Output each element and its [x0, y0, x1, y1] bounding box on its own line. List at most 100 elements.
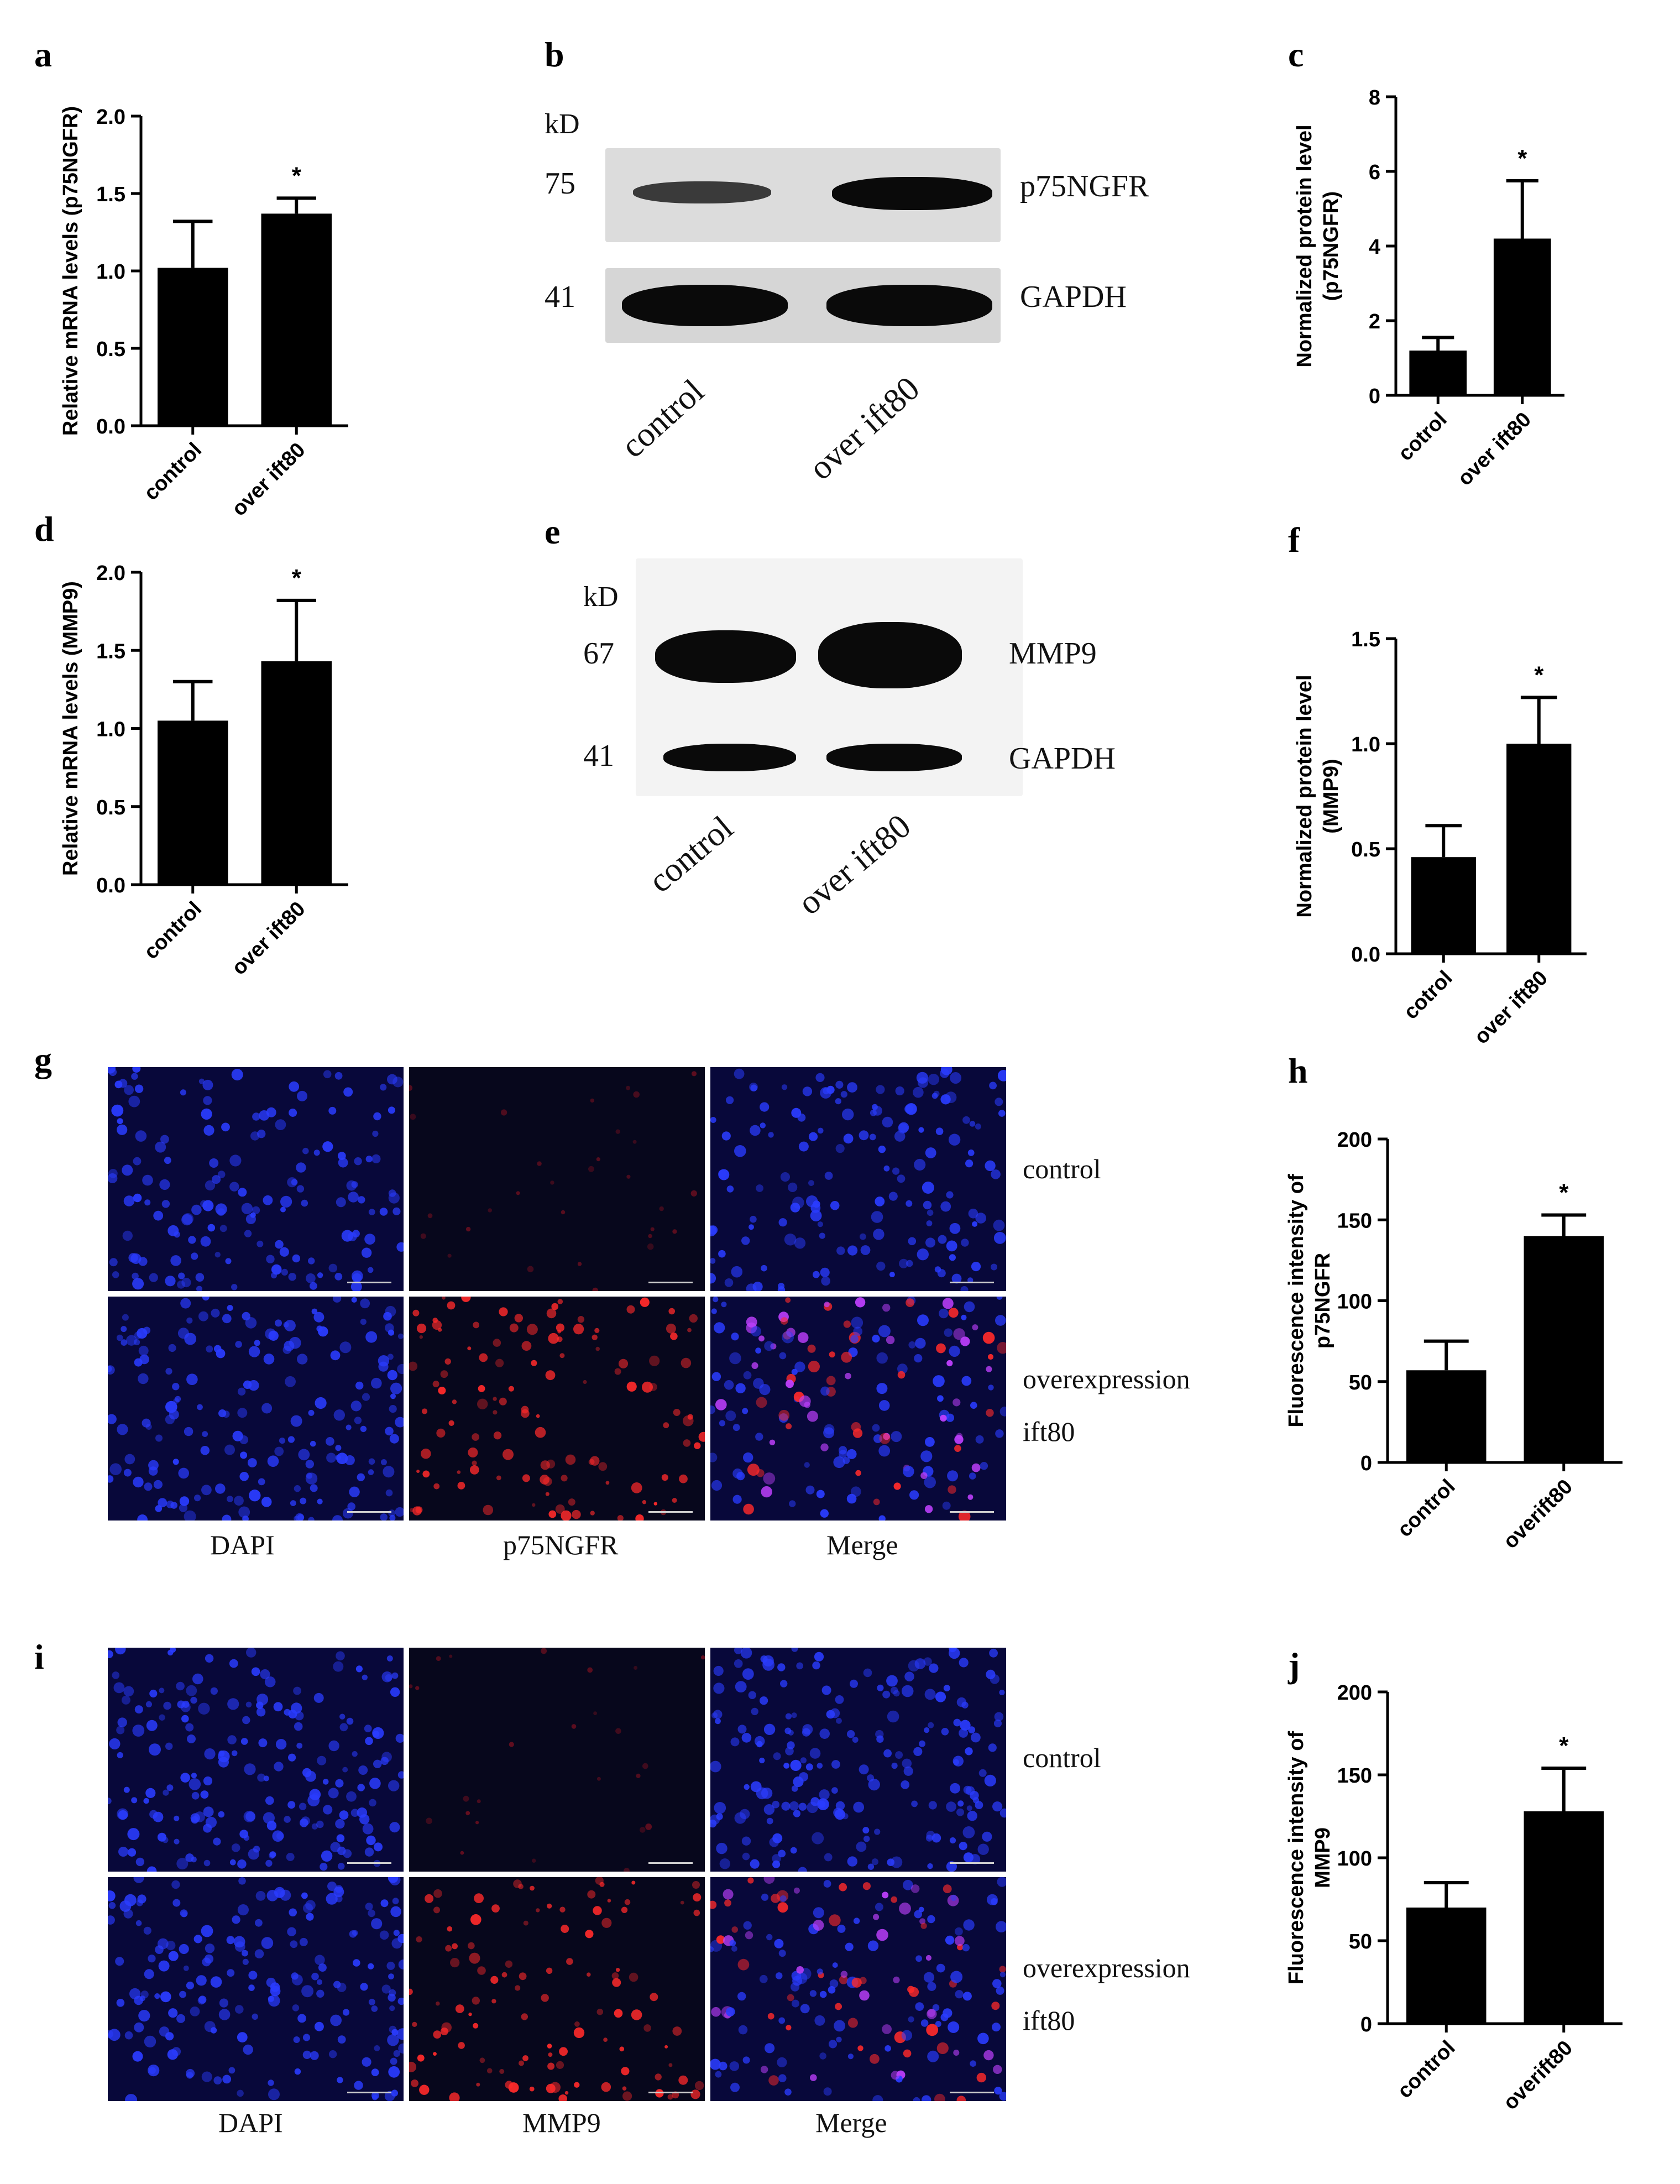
cell — [472, 1997, 480, 2005]
cell — [860, 1245, 871, 1255]
cell — [960, 1286, 969, 1291]
cell — [231, 1843, 240, 1852]
cell — [936, 1963, 945, 1973]
cell — [598, 1462, 608, 1471]
cell — [332, 1297, 342, 1303]
cell — [113, 1682, 125, 1694]
cell — [290, 1415, 302, 1427]
cell — [672, 1498, 677, 1503]
cell — [764, 1341, 774, 1351]
cell — [390, 1382, 402, 1394]
cell — [415, 1686, 420, 1690]
cell — [585, 1930, 594, 1939]
cell — [219, 1225, 227, 1232]
cell — [198, 1702, 210, 1715]
cell — [123, 1469, 132, 1477]
cell — [810, 1797, 820, 1806]
cell — [958, 1511, 971, 1521]
cell — [197, 1404, 203, 1410]
cell — [250, 1131, 260, 1141]
image-dapi-over-i — [108, 1877, 404, 2101]
cell — [243, 1380, 252, 1389]
cell — [835, 1801, 845, 1811]
cell — [992, 1979, 1002, 1988]
cell — [218, 1751, 225, 1757]
cell — [201, 2071, 212, 2082]
cell — [556, 2061, 564, 2069]
cell — [242, 1950, 248, 1957]
cell — [875, 1903, 883, 1911]
cell — [203, 1096, 212, 1105]
cell — [746, 1283, 757, 1291]
cell — [761, 1893, 769, 1901]
cell — [991, 1263, 997, 1271]
cell — [349, 1930, 357, 1938]
cell — [283, 1321, 289, 1328]
cell — [820, 1386, 830, 1396]
cell — [842, 1457, 850, 1464]
cell — [829, 1351, 835, 1358]
cell — [819, 1789, 830, 1800]
cell — [192, 1673, 203, 1685]
cell — [713, 1297, 719, 1303]
cell — [250, 1212, 256, 1218]
cell — [333, 1661, 344, 1672]
cell — [908, 1660, 920, 1672]
cell — [243, 2044, 253, 2055]
cell — [252, 2013, 258, 2020]
cell — [396, 2028, 404, 2040]
cell — [862, 1827, 870, 1834]
cell — [268, 2079, 274, 2086]
cell — [962, 1992, 972, 2001]
cell — [275, 1119, 286, 1130]
cell — [231, 1750, 238, 1757]
mw-75: 75 — [545, 166, 575, 201]
band-over-gapdh-b — [826, 285, 992, 326]
cell — [868, 1778, 880, 1791]
cell — [837, 1924, 846, 1933]
cell — [158, 1960, 170, 1972]
cell — [673, 1409, 681, 1416]
y-axis-label: Normalized protein level — [1293, 124, 1316, 367]
cell — [335, 1445, 342, 1451]
cell — [614, 1368, 621, 1375]
kd-label: kD — [583, 581, 619, 613]
cell — [537, 1161, 542, 1166]
x-tick-label: overift80 — [1499, 2036, 1577, 2115]
cell — [778, 1849, 786, 1858]
cell — [962, 1116, 970, 1124]
y-tick-label: 0 — [1360, 2013, 1372, 2036]
cell — [203, 1859, 211, 1867]
cell — [505, 1960, 513, 1968]
cell — [117, 1717, 127, 1727]
cell — [279, 1438, 286, 1444]
cell — [180, 1773, 190, 1783]
cell — [777, 1902, 788, 1913]
y-tick-label: 0.0 — [96, 415, 125, 438]
cell — [778, 1283, 785, 1289]
image-merge-control-i — [710, 1648, 1006, 1872]
cell — [229, 1154, 242, 1167]
cell — [852, 1737, 859, 1743]
cell — [573, 2027, 585, 2039]
cell — [170, 1255, 181, 1266]
cell — [820, 1087, 831, 1099]
cell — [558, 2094, 567, 2101]
cell — [248, 1346, 260, 1357]
cell — [222, 1514, 232, 1521]
cell — [755, 1347, 761, 1354]
cell — [925, 1237, 935, 1248]
cell — [832, 1962, 838, 1968]
cell — [967, 1494, 974, 1500]
cell — [605, 1481, 610, 1485]
cell — [155, 1141, 166, 1153]
cell — [274, 1762, 284, 1772]
cell — [800, 2004, 810, 2014]
cell — [311, 1972, 319, 1981]
cell — [181, 1214, 193, 1226]
cell — [547, 2044, 552, 2049]
cell — [650, 1993, 658, 2002]
cell — [986, 1366, 992, 1372]
x-tick-label: over ift80 — [227, 438, 310, 521]
cell — [710, 1117, 716, 1123]
